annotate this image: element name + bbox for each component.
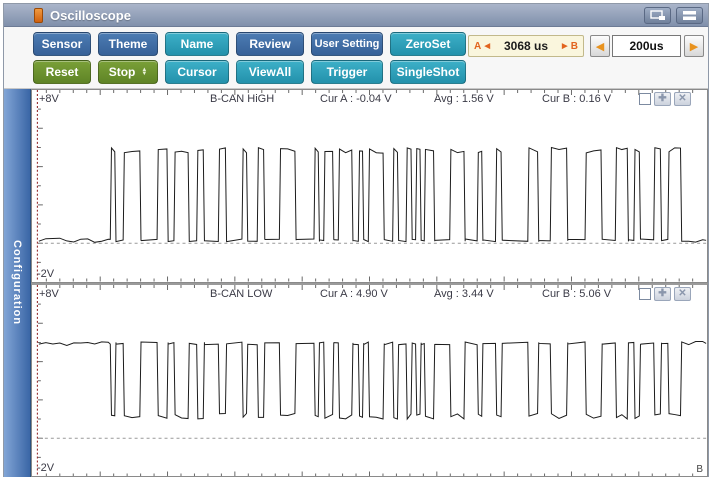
reset-button[interactable]: Reset	[33, 60, 91, 84]
channel-2-cursor-b-value: Cur B : 5.06 V	[542, 287, 612, 300]
window-restore-button[interactable]	[644, 6, 671, 24]
channel-1-average-value: Avg : 1.56 V	[434, 93, 494, 105]
zeroset-button[interactable]: ZeroSet	[390, 32, 466, 56]
channel-2-cursor-b-marker: B	[696, 464, 703, 475]
titlebar: Oscilloscope	[4, 4, 708, 27]
channel-2-close-button[interactable]: ✕	[674, 286, 691, 301]
channel-1-waveform[interactable]	[32, 90, 707, 282]
timebase-increase-button[interactable]: ▶	[684, 35, 704, 57]
timebase-value[interactable]: 200us	[612, 35, 681, 57]
rollup-icon	[683, 10, 696, 20]
restore-icon	[649, 9, 665, 20]
channel-2-scale-bottom: -2V	[37, 462, 55, 474]
cursor-button[interactable]: Cursor	[165, 60, 229, 84]
close-icon: ✕	[678, 287, 687, 299]
add-icon: ✚	[658, 93, 667, 104]
window-rollup-button[interactable]	[676, 6, 703, 24]
stop-button[interactable]: Stop ▲ ▼	[98, 60, 158, 84]
channel-2-add-button[interactable]: ✚	[654, 286, 671, 301]
cursor-ab-delta-value: 3068 us	[503, 39, 549, 53]
cursor-b-arrow-icon: ►	[559, 40, 570, 52]
theme-button[interactable]: Theme	[98, 32, 158, 56]
viewall-button[interactable]: ViewAll	[236, 60, 304, 84]
channel-2-panel: +8V B-CAN LOW Cur A : 4.90 V Avg : 3.44 …	[31, 282, 708, 477]
cursor-b-label[interactable]: ► B	[559, 40, 578, 52]
channel-1-panel: +8V B-CAN HiGH Cur A : -0.04 V Avg : 1.5…	[31, 89, 708, 283]
channel-1-scale-top: +8V	[39, 93, 59, 105]
channel-1-add-button[interactable]: ✚	[654, 92, 671, 106]
review-button[interactable]: Review	[236, 32, 304, 56]
channel-1-cursor-a-value: Cur A : -0.04 V	[320, 93, 392, 105]
toolbar: Sensor Theme Name Review User Setting Ze…	[4, 27, 708, 89]
sensor-button[interactable]: Sensor	[33, 32, 91, 56]
cursor-a-arrow-icon: ◄	[482, 40, 493, 52]
channel-2-cursor-a-value: Cur A : 4.90 V	[320, 287, 388, 300]
channel-2-scale-top: +8V	[39, 287, 59, 300]
cursor-a-label[interactable]: A ◄	[474, 40, 493, 52]
app-window: Oscilloscope Sensor Theme Name Review Us	[3, 3, 709, 477]
channel-1-cursor-b-value: Cur B : 0.16 V	[542, 93, 612, 105]
channel-1-checkbox[interactable]	[639, 93, 651, 105]
singleshot-button[interactable]: SingleShot	[390, 60, 466, 84]
configuration-tab-label: Configuration	[11, 240, 23, 326]
add-icon: ✚	[658, 287, 667, 299]
channel-1-scale-bottom: -2V	[37, 267, 55, 280]
channel-2-average-value: Avg : 3.44 V	[434, 287, 494, 300]
channel-2-name: B-CAN LOW	[210, 287, 273, 300]
channel-1-close-button[interactable]: ✕	[674, 92, 691, 106]
window-title: Oscilloscope	[50, 7, 131, 23]
channel-2-waveform[interactable]	[32, 284, 707, 477]
step-left-icon: ◀	[595, 40, 605, 53]
step-right-icon: ▶	[689, 40, 699, 53]
configuration-tab[interactable]: Configuration	[4, 89, 31, 477]
cursor-ab-readout[interactable]: A ◄ 3068 us ► B	[468, 35, 584, 57]
app-icon	[34, 7, 43, 23]
name-button[interactable]: Name	[165, 32, 229, 56]
stop-spinner-icon: ▲ ▼	[141, 67, 148, 77]
trigger-button[interactable]: Trigger	[311, 60, 383, 84]
channel-2-checkbox[interactable]	[639, 287, 651, 300]
user-setting-button[interactable]: User Setting	[311, 32, 383, 56]
channel-1-name: B-CAN HiGH	[210, 93, 275, 105]
timebase-decrease-button[interactable]: ◀	[590, 35, 610, 57]
close-icon: ✕	[678, 93, 687, 104]
